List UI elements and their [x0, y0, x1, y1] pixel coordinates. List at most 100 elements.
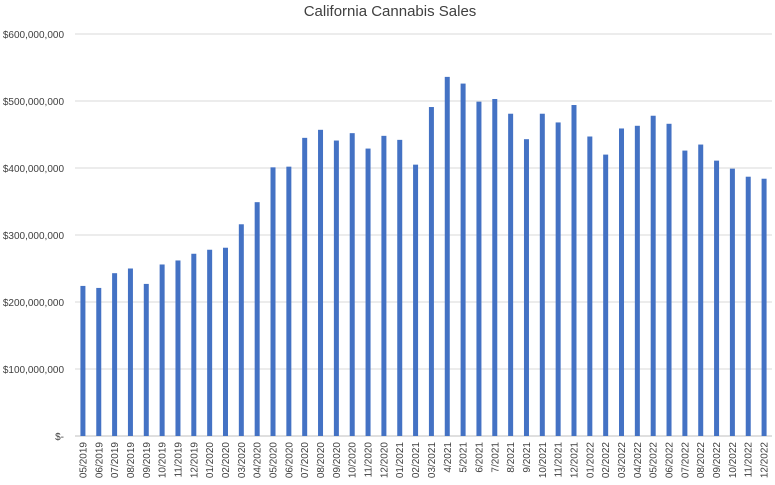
x-tick-label: 11/2019: [173, 442, 184, 478]
x-tick-label: 11/2022: [744, 442, 755, 478]
y-tick-label: $300,000,000: [3, 231, 65, 242]
bar: [112, 273, 118, 436]
bar: [127, 268, 133, 436]
x-tick-label: 06/2019: [94, 442, 105, 479]
bar: [238, 224, 244, 436]
x-tick-label: 12/2021: [569, 442, 580, 479]
x-tick-label: 03/2021: [427, 442, 438, 479]
x-tick-label: 07/2022: [680, 442, 691, 479]
bar: [302, 137, 308, 436]
x-tick-label: 08/2020: [316, 442, 327, 479]
bar: [666, 123, 672, 436]
bar: [603, 154, 609, 436]
bar: [555, 122, 561, 436]
y-axis-tick-labels: $- $100,000,000 $200,000,000 $300,000,000 $4…: [3, 30, 65, 443]
bar: [444, 76, 450, 436]
bar: [761, 178, 767, 436]
x-tick-label: 09/2020: [332, 442, 343, 479]
x-tick-label: 07/2019: [110, 442, 121, 479]
bar: [745, 176, 751, 436]
x-tick-label: 03/2020: [237, 442, 248, 479]
bar: [96, 287, 102, 436]
bar: [539, 113, 545, 436]
bar: [587, 136, 593, 436]
bar: [571, 105, 577, 437]
bar: [698, 144, 704, 437]
x-tick-label: 7/2021: [490, 442, 501, 473]
bar: [508, 113, 514, 436]
bar: [634, 125, 640, 436]
bar: [286, 166, 292, 436]
bar: [222, 247, 228, 436]
bar: [349, 133, 355, 436]
x-tick-label: 6/2021: [474, 442, 485, 473]
y-tick-label: $600,000,000: [3, 30, 65, 41]
bar: [619, 128, 625, 436]
x-tick-label: 05/2019: [78, 442, 89, 479]
y-tick-label: $100,000,000: [3, 365, 65, 376]
x-tick-label: 05/2022: [649, 442, 660, 479]
x-tick-label: 4/2021: [443, 442, 454, 473]
x-tick-label: 12/2022: [760, 442, 771, 479]
bar: [523, 139, 529, 436]
x-tick-label: 01/2022: [585, 442, 596, 479]
x-tick-label: 11/2021: [554, 442, 565, 478]
bar: [143, 283, 149, 436]
bar: [413, 164, 419, 436]
x-tick-label: 06/2020: [284, 442, 295, 479]
bar: [207, 249, 213, 436]
x-tick-label: 12/2019: [189, 442, 200, 479]
y-tick-label: $-: [55, 432, 64, 443]
bar: [175, 260, 181, 436]
bar: [159, 264, 165, 436]
x-tick-label: 01/2020: [205, 442, 216, 479]
bar: [397, 139, 403, 437]
x-tick-label: 01/2021: [395, 442, 406, 479]
bar: [270, 167, 276, 436]
x-tick-label: 9/2021: [522, 442, 533, 473]
bar: [492, 98, 498, 437]
bar: [729, 168, 735, 437]
x-tick-label: 10/2022: [728, 442, 739, 479]
y-tick-label: $500,000,000: [3, 97, 65, 108]
x-tick-label: 12/2020: [379, 442, 390, 479]
bar: [381, 135, 387, 436]
bars: [80, 76, 767, 437]
bar: [714, 160, 720, 436]
x-tick-label: 07/2020: [300, 442, 311, 479]
bar: [460, 83, 466, 436]
x-tick-label: 06/2022: [665, 442, 676, 479]
x-tick-label: 10/2019: [158, 442, 169, 479]
x-tick-label: 11/2020: [364, 442, 375, 478]
x-tick-label: 02/2020: [221, 442, 232, 479]
x-tick-label: 09/2019: [142, 442, 153, 479]
x-tick-label: 10/2021: [538, 442, 549, 479]
bar: [682, 150, 688, 436]
bar: [650, 115, 656, 437]
bar: [428, 107, 434, 436]
bar: [333, 140, 339, 436]
x-tick-label: 5/2021: [459, 442, 470, 473]
x-tick-label: 02/2021: [411, 442, 422, 479]
x-axis-tick-labels: 05/2019 06/2019 07/2019 08/2019 09/2019 10/20…: [78, 442, 770, 479]
x-tick-label: 02/2022: [601, 442, 612, 479]
gridlines: [75, 33, 772, 437]
x-tick-label: 09/2022: [712, 442, 723, 479]
bar: [80, 285, 86, 436]
bar: [254, 202, 260, 436]
x-tick-label: 05/2020: [269, 442, 280, 479]
x-tick-label: 04/2022: [633, 442, 644, 479]
bar: [318, 129, 324, 436]
x-tick-label: 10/2020: [348, 442, 359, 479]
y-tick-label: $200,000,000: [3, 298, 65, 309]
chart-title: California Cannabis Sales: [304, 3, 477, 20]
x-tick-label: 08/2019: [126, 442, 137, 479]
x-tick-label: 08/2022: [696, 442, 707, 479]
x-tick-label: 8/2021: [506, 442, 517, 473]
bar: [365, 148, 371, 436]
bar: [476, 101, 482, 437]
x-tick-label: 03/2022: [617, 442, 628, 479]
bar: [191, 253, 197, 436]
y-tick-label: $400,000,000: [3, 164, 65, 175]
